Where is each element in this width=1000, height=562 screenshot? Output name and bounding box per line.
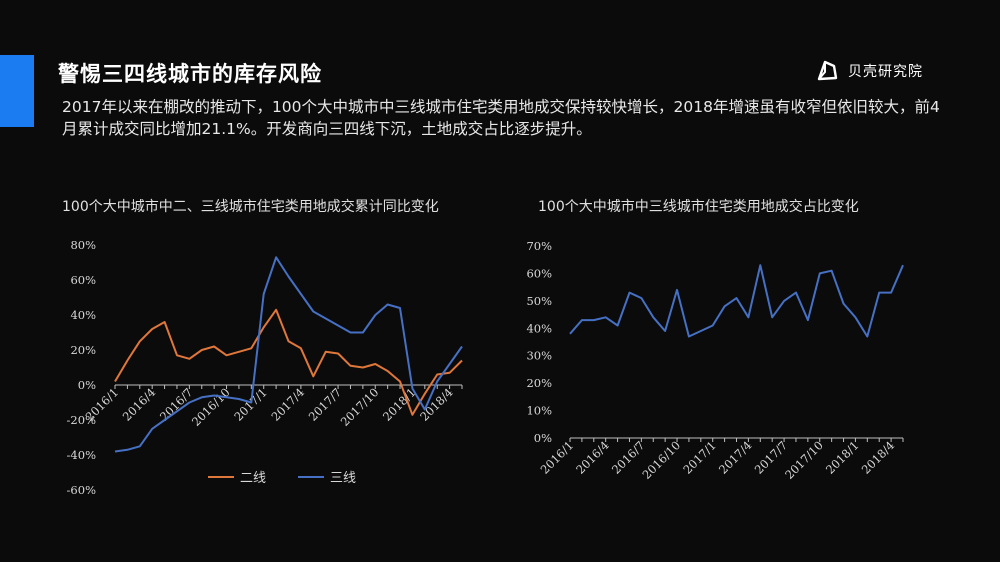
- x-tick-label: 2017/4: [268, 385, 307, 424]
- y-tick-label: -60%: [67, 483, 97, 497]
- y-tick-label: 60%: [526, 266, 552, 280]
- legend-label: 三线: [330, 471, 356, 486]
- x-tick-label: 2017/1: [231, 385, 270, 424]
- logo-text: 贝壳研究院: [848, 64, 923, 80]
- page-title: 警惕三四线城市的库存风险: [58, 62, 322, 86]
- x-tick-label: 2016/4: [120, 385, 159, 424]
- y-tick-label: 70%: [526, 239, 552, 253]
- y-tick-label: 30%: [526, 349, 552, 363]
- y-tick-label: 40%: [526, 321, 552, 335]
- x-tick-label: 2017/10: [338, 385, 382, 429]
- y-tick-label: 50%: [526, 294, 552, 308]
- chart-left: -60%-40%-20%0%20%40%60%80%2016/12016/420…: [67, 238, 463, 497]
- brand-logo: 贝壳研究院: [814, 58, 923, 84]
- y-tick-label: 60%: [70, 273, 96, 287]
- x-tick-label: 2016/10: [639, 438, 683, 482]
- x-tick-label: 2017/1: [680, 438, 719, 477]
- shell-logo-icon: [817, 60, 838, 81]
- y-tick-label: 80%: [70, 238, 96, 252]
- x-tick-label: 2017/10: [782, 438, 826, 482]
- chart-title-right: 100个大中城市中三线城市住宅类用地成交占比变化: [538, 199, 859, 215]
- y-tick-label: -40%: [67, 448, 97, 462]
- x-tick-label: 2016/10: [189, 385, 233, 429]
- y-tick-label: 20%: [526, 376, 552, 390]
- x-tick-label: 2016/4: [573, 438, 612, 477]
- chart-right: 0%10%20%30%40%50%60%70%2016/12016/42016/…: [526, 239, 904, 482]
- y-tick-label: 10%: [526, 404, 552, 418]
- series-line: [569, 264, 904, 338]
- chart-title-left: 100个大中城市中二、三线城市住宅类用地成交累计同比变化: [62, 199, 439, 215]
- page-subtitle: 2017年以来在棚改的推动下，100个大中城市中三线城市住宅类用地成交保持较快增…: [62, 98, 940, 138]
- y-tick-label: 0%: [78, 378, 96, 392]
- series-line-tier2: [114, 308, 463, 416]
- y-tick-label: 20%: [70, 343, 96, 357]
- x-tick-label: 2018/4: [859, 438, 898, 477]
- x-tick-label: 2017/4: [716, 438, 755, 477]
- x-tick-label: 2018/1: [823, 438, 862, 477]
- y-tick-label: 0%: [534, 431, 552, 445]
- y-tick-label: -20%: [67, 413, 97, 427]
- accent-bar: [0, 55, 34, 127]
- y-tick-label: 40%: [70, 308, 96, 322]
- legend-label: 二线: [240, 471, 266, 486]
- series-line-tier3: [114, 256, 463, 453]
